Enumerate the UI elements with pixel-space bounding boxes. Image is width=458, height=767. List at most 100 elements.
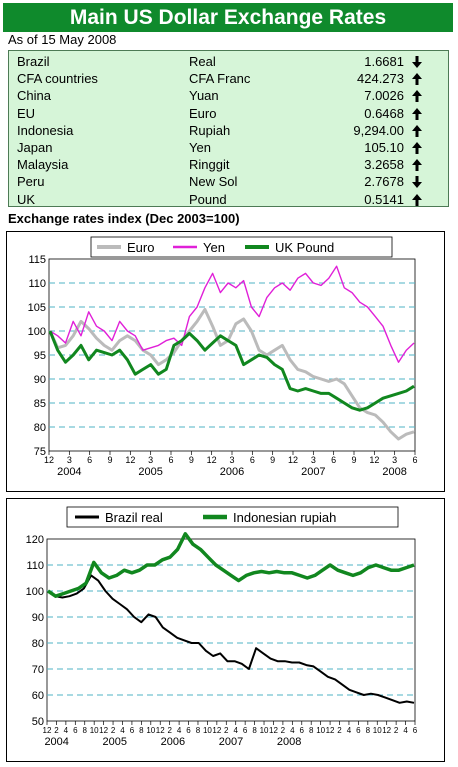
x-month-label: 9 — [270, 455, 275, 465]
y-tick-label: 50 — [32, 716, 44, 728]
currency-name: Rupiah — [189, 122, 231, 138]
country-name: Indonesia — [17, 122, 74, 138]
country-name: Brazil — [17, 54, 50, 69]
series-line-yen — [49, 265, 415, 363]
y-tick-label: 105 — [28, 302, 46, 314]
x-month-label: 4 — [347, 726, 352, 735]
as-of-date: As of 15 May 2008 — [8, 32, 117, 47]
rate-row: Malaysia Ringgit 3.2658 — [9, 156, 448, 173]
x-month-label: 12 — [288, 455, 298, 465]
x-month-label: 12 — [207, 455, 217, 465]
x-month-label: 3 — [67, 455, 72, 465]
y-tick-label: 90 — [32, 612, 44, 624]
arrow-down-icon — [412, 176, 422, 189]
exchange-rate: 7.0026 — [364, 88, 404, 104]
x-month-label: 2 — [394, 726, 399, 735]
currency-name: Real — [189, 54, 216, 69]
currency-name: Yen — [189, 140, 211, 155]
arrow-up-icon — [412, 193, 422, 206]
arrow-up-icon — [412, 124, 422, 137]
x-month-label: 8 — [139, 726, 144, 735]
country-name: Japan — [17, 140, 53, 155]
rate-row: Indonesia Rupiah 9,294.00 — [9, 122, 448, 139]
arrow-up-icon — [412, 107, 422, 120]
x-year-label: 2007 — [219, 736, 243, 748]
y-tick-label: 115 — [28, 254, 46, 266]
rate-row: China Yuan 7.0026 — [9, 87, 448, 104]
country-name: EU — [17, 105, 36, 121]
x-month-label: 10 — [373, 726, 382, 735]
x-month-label: 8 — [83, 726, 88, 735]
series-line-brazil-real — [47, 574, 415, 704]
chart-1: 75 80 85 90 95 100 105 110 115 12 3 6 9 12 3 6 9 12 3 6 9 12 3… — [28, 236, 418, 478]
arrow-up-icon — [412, 73, 422, 86]
currency-name: CFA Franc — [189, 71, 251, 87]
y-tick-label: 100 — [28, 326, 46, 338]
x-month-label: 6 — [250, 455, 255, 465]
x-year-label: 2004 — [44, 736, 68, 748]
x-year-label: 2005 — [103, 736, 127, 748]
x-month-label: 12 — [156, 726, 165, 735]
x-year-label: 2007 — [301, 466, 325, 478]
x-month-label: 3 — [392, 455, 397, 465]
x-month-label: 12 — [212, 726, 221, 735]
x-month-label: 3 — [148, 455, 153, 465]
exchange-rate: 424.273 — [357, 71, 404, 87]
legend-label: Indonesian rupiah — [233, 510, 336, 525]
x-month-label: 6 — [412, 455, 417, 465]
y-tick-label: 80 — [32, 638, 44, 650]
y-tick-label: 110 — [28, 278, 46, 290]
y-tick-label: 110 — [26, 560, 44, 572]
y-tick-label: 85 — [34, 398, 46, 410]
x-month-label: 6 — [73, 726, 78, 735]
x-month-label: 10 — [203, 726, 212, 735]
rate-row: UK Pound 0.5141 — [9, 191, 448, 208]
legend-label: Euro — [127, 240, 154, 255]
currency-name: New Sol — [189, 174, 238, 190]
x-month-label: 6 — [243, 726, 248, 735]
legend-label: Brazil real — [105, 510, 163, 525]
arrow-up-icon — [412, 90, 422, 103]
x-month-label: 6 — [186, 726, 191, 735]
y-tick-label: 75 — [34, 446, 46, 458]
x-month-label: 6 — [331, 455, 336, 465]
exchange-rate: 105.10 — [364, 140, 404, 155]
exchange-rate: 0.6468 — [364, 105, 404, 121]
x-month-label: 8 — [252, 726, 257, 735]
x-month-label: 4 — [120, 726, 125, 735]
rate-row: Brazil Real 1.6681 — [9, 53, 448, 70]
x-month-label: 6 — [87, 455, 92, 465]
page-title: Main US Dollar Exchange Rates — [3, 3, 453, 32]
series-line-indonesian-rupiah — [47, 532, 415, 598]
x-month-label: 12 — [326, 726, 335, 735]
exchange-rate: 3.2658 — [364, 157, 404, 173]
currency-name: Euro — [189, 105, 217, 121]
country-name: Malaysia — [17, 157, 69, 173]
x-month-label: 4 — [177, 726, 182, 735]
x-month-label: 12 — [269, 726, 278, 735]
x-month-label: 10 — [146, 726, 155, 735]
x-month-label: 6 — [168, 455, 173, 465]
exchange-rate: 1.6681 — [364, 54, 404, 69]
arrow-up-icon — [412, 142, 422, 154]
x-year-label: 2006 — [220, 466, 244, 478]
x-month-label: 8 — [366, 726, 371, 735]
x-month-label: 6 — [130, 726, 135, 735]
x-month-label: 10 — [90, 726, 99, 735]
rate-row: EU Euro 0.6468 — [9, 105, 448, 122]
x-month-label: 9 — [189, 455, 194, 465]
exchange-rate: 2.7678 — [364, 174, 404, 190]
y-tick-label: 60 — [32, 690, 44, 702]
x-month-label: 3 — [229, 455, 234, 465]
series-line-uk-pound — [48, 330, 415, 412]
country-name: CFA countries — [17, 71, 98, 87]
x-month-label: 2 — [111, 726, 116, 735]
arrow-up-icon — [412, 159, 422, 172]
x-year-label: 2008 — [277, 736, 301, 748]
y-tick-label: 70 — [32, 664, 44, 676]
x-month-label: 12 — [44, 455, 54, 465]
rate-row: Peru New Sol 2.7678 — [9, 173, 448, 190]
series-line-euro — [48, 307, 415, 441]
x-year-label: 2008 — [382, 466, 406, 478]
country-name: Peru — [17, 174, 45, 190]
